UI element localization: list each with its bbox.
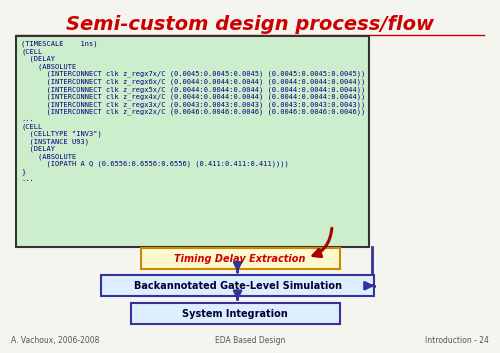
Text: Timing Delay Extraction: Timing Delay Extraction: [174, 254, 306, 264]
Text: Backannotated Gate-Level Simulation: Backannotated Gate-Level Simulation: [134, 281, 342, 291]
FancyBboxPatch shape: [16, 36, 370, 246]
Text: System Integration: System Integration: [182, 309, 288, 319]
Text: Semi-custom design process/flow: Semi-custom design process/flow: [66, 15, 434, 34]
Text: EDA Based Design: EDA Based Design: [215, 336, 285, 345]
Text: A. Vachoux, 2006-2008: A. Vachoux, 2006-2008: [12, 336, 100, 345]
FancyBboxPatch shape: [101, 275, 374, 296]
FancyBboxPatch shape: [130, 303, 340, 324]
FancyBboxPatch shape: [140, 248, 340, 269]
Text: Introduction - 24: Introduction - 24: [425, 336, 488, 345]
Text: (TIMESCALE    1ns)
(CELL
  (DELAY
    (ABSOLUTE
      (INTERCONNECT clk z_regx7x: (TIMESCALE 1ns) (CELL (DELAY (ABSOLUTE (…: [22, 41, 366, 182]
